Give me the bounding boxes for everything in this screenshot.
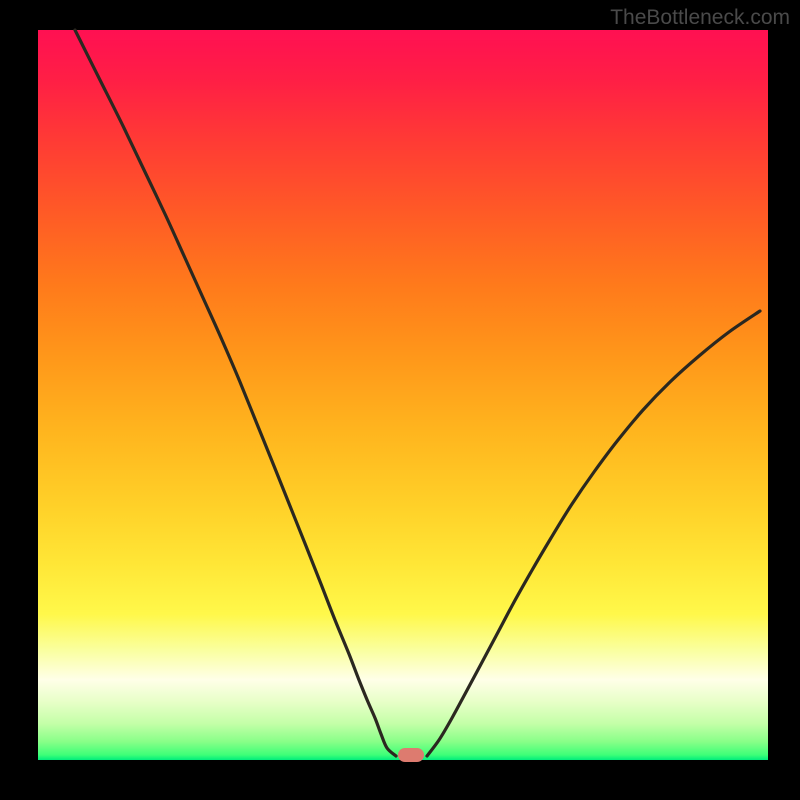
optimum-marker [398,748,424,762]
curve-overlay [0,0,800,800]
curve-left-branch [75,30,396,756]
curve-right-branch [427,311,760,756]
watermark-text: TheBottleneck.com [610,6,790,30]
chart-stage: TheBottleneck.com [0,0,800,800]
